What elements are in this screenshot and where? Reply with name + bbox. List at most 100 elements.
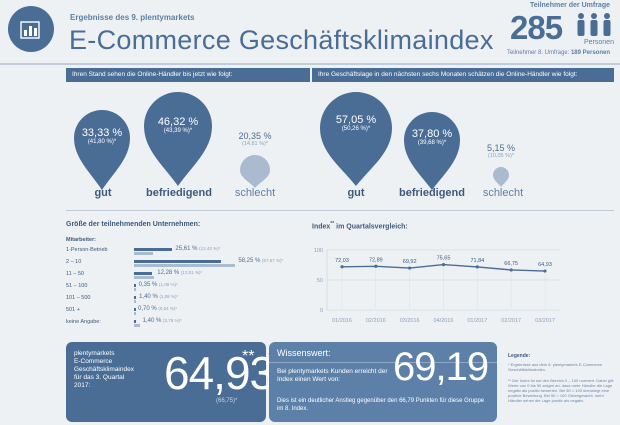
- drop-future-schlecht-text: 5,15 % (10,05 %)*: [476, 143, 526, 159]
- size-bar-previous: [134, 312, 136, 315]
- size-bar-previous: [134, 324, 140, 327]
- drop-future-schlecht-prev: (10,05 %)*: [488, 153, 514, 159]
- header-divider: [0, 63, 620, 65]
- drop-future-gut-text: 57,05 % (50,26 %)*: [322, 114, 390, 132]
- size-category-label: 11 – 50: [66, 271, 84, 277]
- size-bar-previous: [134, 264, 236, 267]
- size-value-label: 25,61 % (12,43 %)*: [175, 246, 221, 252]
- size-category-label: 2 – 10: [66, 259, 82, 265]
- size-category-label: 101 – 500: [66, 295, 91, 301]
- drop-current-gut-text: 33,33 % (41,80 %)*: [70, 127, 134, 145]
- legend-note-2: ** Der Index ist auf den Bereich 0 – 100…: [508, 378, 615, 403]
- drop-current-schlecht-value: 20,35 %: [238, 131, 272, 141]
- drop-current-gut-label: gut: [94, 187, 112, 199]
- index-chart-title-main: Index: [312, 223, 331, 231]
- data-label: 72,03: [335, 258, 349, 264]
- index-box-previous: (66,75)*: [216, 398, 238, 404]
- wissenswert-divider: [269, 362, 497, 363]
- index-box-line-5: 2017:: [74, 382, 91, 389]
- company-size-title: Größe der teilnehmenden Unternehmen:: [66, 221, 201, 228]
- size-value-label: 12,28 % (13,51 %)*: [157, 270, 203, 276]
- previous-participants: Teilnehmer 8. Umfrage: 189 Personen: [507, 50, 610, 56]
- legend-title: Legende:: [508, 353, 531, 359]
- drop-future-schlecht-label: schlecht: [482, 187, 524, 199]
- size-bar-previous: [134, 300, 136, 303]
- size-bar-previous: [134, 252, 153, 255]
- size-value-label: 0,70 % (0,54 %)*: [138, 306, 178, 312]
- drop-current-schlecht: [240, 155, 270, 188]
- drop-current-schlecht-text: 20,35 % (14,81 %)*: [230, 131, 280, 147]
- previous-participants-label: Teilnehmer 8. Umfrage:: [506, 50, 570, 56]
- previous-participants-value: 189 Personen: [570, 50, 610, 56]
- y-tick-label: 0: [320, 308, 323, 314]
- data-label: 66,75: [504, 261, 518, 267]
- x-tick-label: 04/2016: [434, 318, 454, 324]
- index-point: [340, 265, 344, 269]
- index-box-text: plentymarkets E-Commerce Geschäftsklimai…: [74, 350, 134, 390]
- size-bar-current: [134, 284, 136, 287]
- data-label: 72,89: [369, 257, 383, 263]
- drop-future-befriedigend-label: befriedigend: [398, 187, 465, 199]
- x-tick-label: 03/2016: [400, 318, 420, 324]
- index-box-line-4: für das 3. Quartal: [74, 374, 125, 381]
- page-title: E-Commerce Geschäftsklimaindex: [69, 25, 494, 55]
- drop-current-gut-value: 33,33 %: [81, 127, 123, 139]
- size-bar-current: [134, 320, 137, 323]
- wissenswert-text2: Dies ist ein deutlicher Anstieg gegenübe…: [277, 398, 485, 412]
- drop-current-schlecht-label: schlecht: [234, 187, 276, 199]
- size-bar-current: [134, 272, 153, 275]
- index-point: [543, 269, 547, 273]
- size-category-label: 51 – 100: [66, 283, 88, 289]
- x-tick-label: 02/2017: [501, 318, 521, 324]
- size-bar-current: [134, 296, 137, 299]
- future-heading: Ihre Geschäftslage in den nächsten sechs…: [312, 68, 614, 82]
- index-box-sup: **: [242, 348, 255, 365]
- data-label: 75,65: [437, 256, 451, 262]
- size-bar-current: [134, 248, 173, 251]
- index-box-value: 64,93: [164, 347, 275, 399]
- bar-chart-icon: [20, 21, 40, 39]
- x-tick-label: 01/2017: [467, 318, 487, 324]
- participants-value: 285: [510, 9, 563, 46]
- drop-future-gut-value: 57,05 %: [335, 114, 377, 126]
- drop-current-schlecht-prev: (14,81 %)*: [242, 141, 268, 147]
- wissenswert-text1: Bei plentymarkets Kunden erreicht der In…: [277, 368, 388, 383]
- wissenswert-box: Wissenswert: Bei plentymarkets Kunden er…: [269, 342, 497, 422]
- drop-current-gut: [74, 110, 130, 190]
- drop-future-befriedigend-text: 37,80 % (39,68 %)*: [402, 128, 462, 146]
- size-category-label: 1-Person-Betrieb: [66, 247, 108, 253]
- drop-current-befriedigend-text: 46,32 % (43,39 %)*: [144, 116, 212, 134]
- index-box-line-1: plentymarkets: [74, 350, 115, 357]
- drop-current-befriedigend-label: befriedigend: [145, 187, 212, 199]
- size-value-label: 1,40 % (1,08 %)*: [139, 294, 179, 300]
- wissenswert-value: 69,19: [393, 345, 489, 389]
- x-tick-label: 01/2016: [332, 318, 352, 324]
- x-tick-label: 03/2017: [535, 318, 555, 324]
- y-tick-label: 50: [317, 278, 323, 284]
- index-point: [441, 263, 446, 267]
- drop-future-schlecht: [493, 167, 509, 187]
- drop-current-befriedigend-prev: (43,39 %)*: [163, 128, 193, 134]
- wissenswert-title: Wissenswert:: [277, 348, 331, 358]
- index-point: [475, 265, 479, 269]
- index-point: [408, 266, 412, 270]
- index-chart-title: Index** im Quartalsvergleich:: [312, 221, 408, 230]
- index-chart-title-sup: **: [330, 221, 335, 227]
- header-subtitle: Ergebnisse des 9. plentymarkets: [70, 13, 195, 22]
- participants-unit: Personen: [584, 39, 614, 46]
- drop-future-befriedigend-prev: (39,68 %)*: [417, 140, 447, 146]
- drop-current-gut-prev: (41,80 %)*: [87, 139, 117, 145]
- size-category-label: 501 +: [66, 307, 80, 313]
- drop-future-gut-label: gut: [347, 187, 365, 199]
- person-group-icon: [577, 13, 611, 36]
- drop-future-gut: [320, 92, 392, 186]
- data-label: 71,84: [470, 258, 484, 264]
- current-heading: Ihren Stand sehen die Online-Händler bis…: [66, 68, 310, 82]
- drop-future-befriedigend: [404, 112, 460, 190]
- size-bar-previous: [134, 288, 136, 291]
- size-value-label: 0,35 % (1,08 %)*: [138, 282, 178, 288]
- index-box: plentymarkets E-Commerce Geschäftsklimai…: [66, 342, 275, 422]
- drop-future-schlecht-value: 5,15 %: [486, 143, 516, 153]
- index-box-line-2: E-Commerce: [74, 358, 113, 365]
- index-line-chart: 100 50 0 72,03 01/2016 72,89 02/2016 69,92 03/20…: [314, 248, 560, 324]
